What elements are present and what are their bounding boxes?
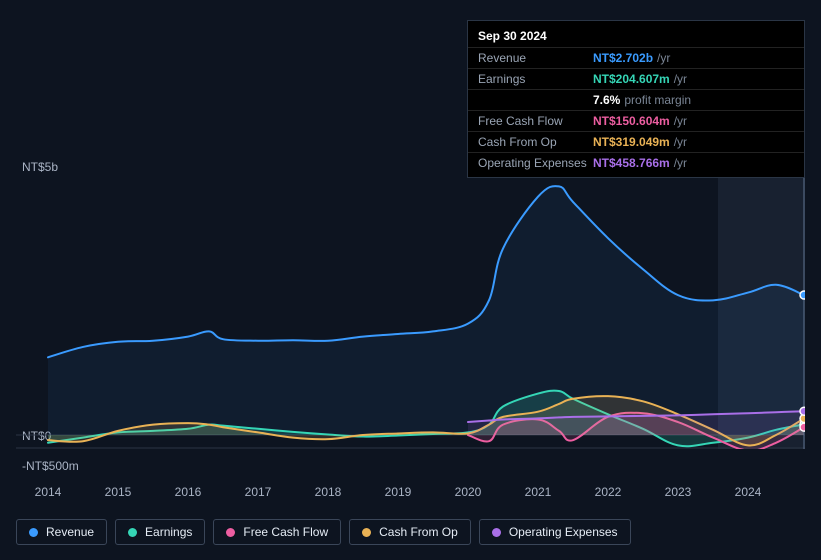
x-axis-label: 2019 [385, 485, 412, 499]
legend-swatch [29, 528, 38, 537]
x-axis-label: 2024 [735, 485, 762, 499]
tooltip-row: Free Cash FlowNT$150.604m/yr [468, 110, 804, 131]
tooltip-unit: profit margin [624, 93, 691, 107]
tooltip-panel: Sep 30 2024 RevenueNT$2.702b/yrEarningsN… [467, 20, 805, 178]
tooltip-label: Earnings [478, 72, 593, 86]
x-axis-label: 2018 [315, 485, 342, 499]
tooltip-row: Operating ExpensesNT$458.766m/yr [468, 152, 804, 173]
x-axis-label: 2015 [105, 485, 132, 499]
legend-swatch [128, 528, 137, 537]
tooltip-value: NT$2.702b [593, 51, 653, 65]
tooltip-value: NT$458.766m [593, 156, 670, 170]
tooltip-value: NT$204.607m [593, 72, 670, 86]
tooltip-label: Operating Expenses [478, 156, 593, 170]
legend-item[interactable]: Free Cash Flow [213, 519, 341, 545]
tooltip-value: 7.6% [593, 93, 620, 107]
tooltip-row: 7.6% profit margin [468, 89, 804, 110]
legend-item[interactable]: Revenue [16, 519, 107, 545]
x-axis-label: 2023 [665, 485, 692, 499]
tooltip-label: Revenue [478, 51, 593, 65]
chart-svg [16, 176, 805, 449]
tooltip-unit: /yr [674, 156, 687, 170]
legend-swatch [226, 528, 235, 537]
legend-label: Free Cash Flow [243, 525, 328, 539]
tooltip-row: Cash From OpNT$319.049m/yr [468, 131, 804, 152]
chart-plot-area[interactable] [16, 176, 805, 449]
x-axis-label: 2014 [35, 485, 62, 499]
x-axis-label: 2022 [595, 485, 622, 499]
tooltip-unit: /yr [674, 114, 687, 128]
tooltip-unit: /yr [657, 51, 670, 65]
tooltip-value: NT$150.604m [593, 114, 670, 128]
tooltip-row: RevenueNT$2.702b/yr [468, 47, 804, 68]
x-axis-label: 2020 [455, 485, 482, 499]
x-axis-label: 2016 [175, 485, 202, 499]
tooltip-label: Free Cash Flow [478, 114, 593, 128]
x-axis-label: 2017 [245, 485, 272, 499]
legend-label: Cash From Op [379, 525, 458, 539]
tooltip-label [478, 93, 593, 107]
y-axis-label: -NT$500m [22, 459, 79, 473]
y-axis-label: NT$5b [22, 160, 58, 174]
legend-label: Earnings [145, 525, 192, 539]
tooltip-unit: /yr [674, 72, 687, 86]
legend-item[interactable]: Earnings [115, 519, 205, 545]
x-axis-label: 2021 [525, 485, 552, 499]
legend-swatch [492, 528, 501, 537]
tooltip-value: NT$319.049m [593, 135, 670, 149]
legend: Revenue Earnings Free Cash Flow Cash From O… [16, 519, 631, 545]
legend-label: Revenue [46, 525, 94, 539]
tooltip-label: Cash From Op [478, 135, 593, 149]
legend-item[interactable]: Cash From Op [349, 519, 471, 545]
tooltip-row: EarningsNT$204.607m/yr [468, 68, 804, 89]
legend-swatch [362, 528, 371, 537]
legend-item[interactable]: Operating Expenses [479, 519, 631, 545]
chart-container: NT$5b NT$0 -NT$500m 20142015201620172018… [0, 0, 821, 560]
tooltip-unit: /yr [674, 135, 687, 149]
tooltip-date: Sep 30 2024 [468, 25, 804, 47]
legend-label: Operating Expenses [509, 525, 618, 539]
